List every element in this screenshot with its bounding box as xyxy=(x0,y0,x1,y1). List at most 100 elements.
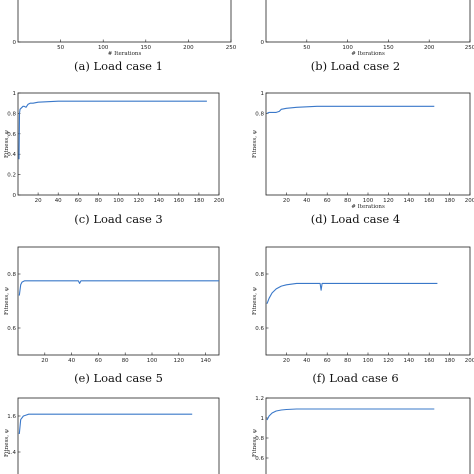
x-tick-label: 80 xyxy=(122,358,129,364)
chart-load-case-3: 20 40 60 80 100 120 140 160 180 200 0 0.2 0.4 0.6 0.8 1… xyxy=(4,91,225,204)
x-tick-label: 200 xyxy=(465,198,474,204)
x-tick-label: 140 xyxy=(200,358,211,364)
caption-load-case-3: (c) Load case 3 xyxy=(74,212,163,226)
x-tick-label: 120 xyxy=(174,358,185,364)
x-tick-label: 50 xyxy=(303,45,310,51)
x-tick-label: 80 xyxy=(95,198,102,204)
y-tick-label: 0 xyxy=(13,40,17,46)
series-line xyxy=(18,413,193,435)
x-tick-label: 100 xyxy=(363,198,374,204)
y-tick-label: 1 xyxy=(261,91,265,97)
x-tick-label: 140 xyxy=(404,358,415,364)
x-tick-label: 120 xyxy=(383,358,394,364)
series-line xyxy=(18,100,207,160)
x-tick-label: 100 xyxy=(147,358,158,364)
plot-frame xyxy=(17,0,232,43)
y-tick-label: 0.6 xyxy=(255,456,264,462)
y-tick-label: 1 xyxy=(261,416,265,422)
chart-load-case-5: 20 40 60 80 100 120 140 0.6 0.8 Fitness, ψ xyxy=(4,246,220,364)
chart-load-case-4: 20 40 60 80 100 120 140 160 180 200 0.8 1 # Iteratio… xyxy=(252,91,474,210)
series-line xyxy=(266,282,438,304)
series-line xyxy=(266,408,435,421)
x-tick-label: 200 xyxy=(183,45,194,51)
y-tick-label: 0.8 xyxy=(7,272,16,278)
x-tick-label: 160 xyxy=(424,198,435,204)
y-tick-label: 0.8 xyxy=(7,111,16,117)
x-tick-label: 180 xyxy=(444,358,455,364)
x-tick-label: 20 xyxy=(283,358,290,364)
y-tick-label: 0.6 xyxy=(7,326,16,332)
x-tick-label: 80 xyxy=(344,358,351,364)
x-tick-label: 40 xyxy=(68,358,75,364)
x-tick-label: 40 xyxy=(55,198,62,204)
x-tick-label: 180 xyxy=(444,198,455,204)
x-tick-label: 40 xyxy=(303,198,310,204)
caption-load-case-4: (d) Load case 4 xyxy=(310,212,401,226)
x-tick-label: 160 xyxy=(174,198,185,204)
x-tick-label: 120 xyxy=(133,198,144,204)
y-tick-label: 0.8 xyxy=(255,436,264,442)
plot-frame xyxy=(17,246,220,356)
x-axis-label: # Iterations xyxy=(351,51,385,57)
y-tick-label: 0.2 xyxy=(7,173,16,179)
y-tick-label: 0.4 xyxy=(7,152,16,158)
x-axis-label: # Iterations xyxy=(351,204,385,210)
x-tick-label: 50 xyxy=(57,45,64,51)
x-tick-label: 200 xyxy=(465,358,474,364)
x-tick-label: 100 xyxy=(113,198,124,204)
y-axis-label: Fitness, ψ xyxy=(4,287,10,315)
x-tick-label: 120 xyxy=(383,198,394,204)
x-tick-label: 140 xyxy=(404,198,415,204)
chart-load-case-7: 1.4 1.6 Fitness, ψ xyxy=(4,397,220,474)
x-tick-label: 60 xyxy=(75,198,82,204)
y-axis-label: Fitness, ψ xyxy=(4,130,10,158)
x-tick-label: 160 xyxy=(424,358,435,364)
x-tick-label: 60 xyxy=(324,358,331,364)
y-tick-label: 0.8 xyxy=(255,111,264,117)
x-tick-label: 20 xyxy=(41,358,48,364)
x-tick-label: 40 xyxy=(303,358,310,364)
series-line xyxy=(18,280,219,296)
series-line xyxy=(266,105,435,114)
y-tick-label: 1.4 xyxy=(7,450,16,456)
plot-frame xyxy=(265,246,471,356)
caption-load-case-5: (e) Load case 5 xyxy=(74,371,163,385)
y-tick-label: 1.6 xyxy=(7,414,16,420)
caption-load-case-6: (f) Load case 6 xyxy=(312,371,399,385)
x-tick-label: 20 xyxy=(35,198,42,204)
chart-load-case-1: 50 100 150 200 250 0 # Iterations xyxy=(13,0,237,57)
x-tick-label: 100 xyxy=(98,45,109,51)
y-tick-label: 0 xyxy=(13,193,17,199)
x-tick-label: 150 xyxy=(141,45,152,51)
x-tick-label: 180 xyxy=(194,198,205,204)
x-tick-label: 60 xyxy=(324,198,331,204)
y-axis-label: Fitness, ψ xyxy=(4,429,10,457)
y-axis-label: Fitness, ψ xyxy=(252,130,258,158)
x-tick-label: 200 xyxy=(214,198,225,204)
plot-frame xyxy=(17,92,220,196)
x-tick-label: 200 xyxy=(424,45,435,51)
y-tick-label: 0.6 xyxy=(7,132,16,138)
y-tick-label: 0.8 xyxy=(255,272,264,278)
x-tick-label: 140 xyxy=(153,198,164,204)
x-tick-label: 250 xyxy=(465,45,474,51)
x-tick-label: 250 xyxy=(226,45,237,51)
plot-frame xyxy=(265,92,471,196)
x-tick-label: 80 xyxy=(344,198,351,204)
caption-load-case-2: (b) Load case 2 xyxy=(310,59,401,73)
y-tick-label: 1.2 xyxy=(255,396,264,402)
y-tick-label: 0 xyxy=(261,40,265,46)
x-tick-label: 100 xyxy=(363,358,374,364)
x-axis-label: # Iterations xyxy=(108,51,142,57)
x-tick-label: 100 xyxy=(342,45,353,51)
x-tick-label: 60 xyxy=(95,358,102,364)
y-tick-label: 0.6 xyxy=(255,326,264,332)
y-axis-label: Fitness, ψ xyxy=(252,429,258,457)
x-tick-label: 150 xyxy=(383,45,394,51)
x-tick-label: 20 xyxy=(283,198,290,204)
plot-frame xyxy=(265,397,471,474)
chart-load-case-2: 50 100 150 200 250 0 # Iterations xyxy=(261,0,474,57)
plot-frame xyxy=(265,0,471,43)
